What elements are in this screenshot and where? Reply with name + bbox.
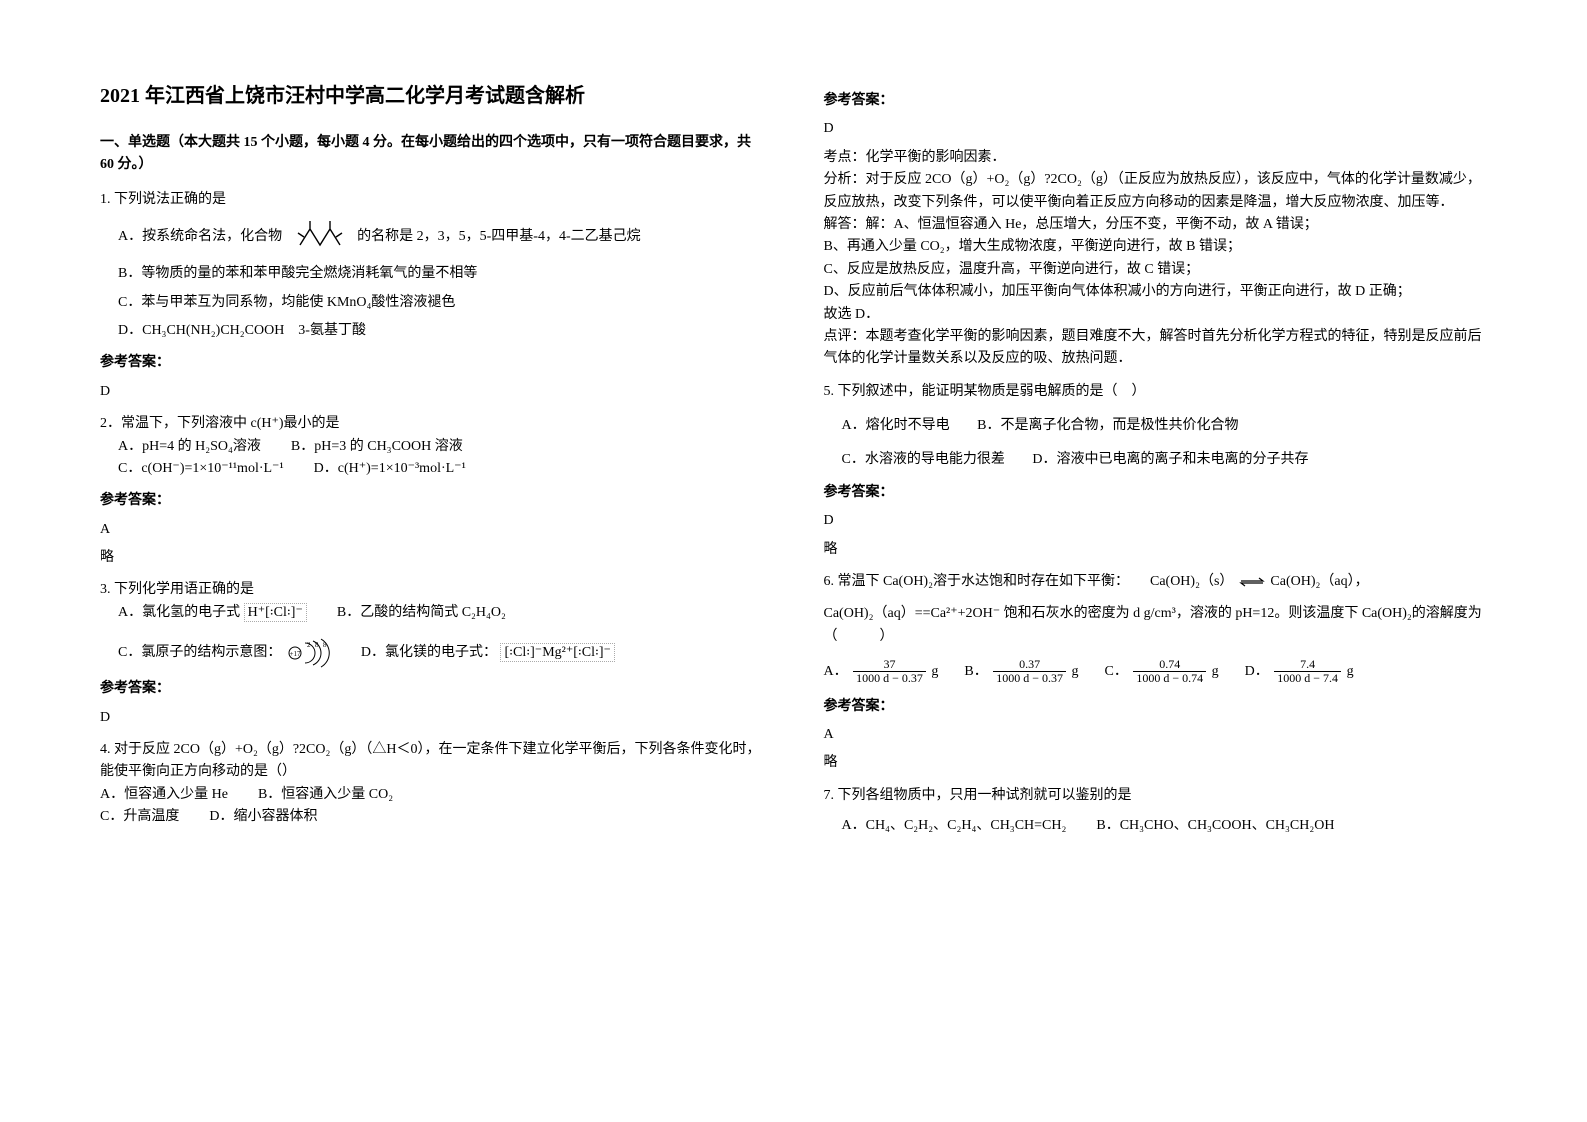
q7-stem: 7. 下列各组物质中，只用一种试剂就可以鉴别的是 [824, 785, 1488, 807]
q1-answer: D [100, 381, 764, 403]
q4-stem: 4. 对于反应 2CO（g）+O₂（g）?2CO₂（g）（△H＜0），在一定条件… [100, 739, 764, 784]
q2-stem: 2．常温下，下列溶液中 c(H⁺)最小的是 [100, 413, 764, 435]
q5-option-a: A．熔化时不导电 [842, 418, 950, 433]
q3-answer: D [100, 707, 764, 729]
equilibrium-arrow-icon [1237, 576, 1267, 588]
answer-label: 参考答案： [100, 490, 764, 512]
question-7: 7. 下列各组物质中，只用一种试剂就可以鉴别的是 A．CH₄、C₂H₂、C₂H₄… [824, 785, 1488, 838]
svg-text:2: 2 [307, 641, 311, 649]
svg-text:8: 8 [323, 641, 327, 649]
q1-option-b: B．等物质的量的苯和苯甲酸完全燃烧消耗氧气的量不相等 [118, 263, 764, 285]
question-3: 3. 下列化学用语正确的是 A．氯化氢的电子式 H⁺[꞉Cl꞉]⁻ B．乙酸的结… [100, 579, 764, 729]
answer-label: 参考答案： [100, 352, 764, 374]
q3-option-a: A．氯化氢的电子式 H⁺[꞉Cl꞉]⁻ [118, 602, 307, 624]
q7-option-b: B．CH₃CHO、CH₃COOH、CH₃CH₂OH [1096, 815, 1334, 837]
q4-solve-c: C、反应是放热反应，温度升高，平衡逆向进行，故 C 错误； [824, 259, 1488, 281]
q6-line2: Ca(OH)₂（aq）==Ca²⁺+2OH⁻ 饱和石灰水的密度为 d g/cm³… [824, 603, 1488, 648]
q6-options: A． 371000 d − 0.37 g B． 0.371000 d − 0.3… [824, 658, 1488, 685]
left-column: 2021 年江西省上饶市汪村中学高二化学月考试题含解析 一、单选题（本大题共 1… [100, 80, 764, 848]
q2-option-c: C．c(OH⁻)=1×10⁻¹¹mol·L⁻¹ [118, 458, 284, 480]
page-title: 2021 年江西省上饶市汪村中学高二化学月考试题含解析 [100, 80, 764, 112]
q4-solve-a: 解答：解：A、恒温恒容通入 He，总压增大，分压不变，平衡不动，故 A 错误； [824, 214, 1488, 236]
q4-option-c: C．升高温度 [100, 806, 179, 828]
q5-answer: D [824, 510, 1488, 532]
q6-answer: A [824, 724, 1488, 746]
q4-comment: 点评：本题考查化学平衡的影响因素，题目难度不大，解答时首先分析化学方程式的特征，… [824, 326, 1488, 371]
q2-option-a: A．pH=4 的 H₂SO₄溶液 [118, 436, 261, 458]
q3-option-c: C．氯原子的结构示意图： +17 2 8 8 [118, 638, 331, 668]
q1-stem: 1. 下列说法正确的是 [100, 189, 764, 211]
q5-option-b: B．不是离子化合物，而是极性共价化合物 [977, 418, 1238, 433]
answer-label: 参考答案： [824, 90, 1488, 112]
structure-sketch-icon [290, 217, 350, 257]
question-6: 6. 常温下 Ca(OH)₂溶于水达饱和时存在如下平衡： Ca(OH)₂（s） … [824, 571, 1488, 775]
q6-option-d: D． 7.41000 d − 7.4 g [1245, 658, 1354, 685]
q6-extra: 略 [824, 752, 1488, 774]
q1-option-a: A．按系统命名法，化合物 的名称是 2，3，5，5-四甲基-4，4-二乙基己烷 [118, 217, 764, 257]
q4-option-d: D．缩小容器体积 [209, 806, 317, 828]
q3-option-b: B．乙酸的结构简式 C₂H₄O₂ [337, 602, 506, 624]
q4-option-a: A．恒容通入少量 He [100, 784, 228, 806]
q4-analysis: 分析：对于反应 2CO（g）+O₂（g）?2CO₂（g）（正反应为放热反应），该… [824, 169, 1488, 214]
q5-option-d: D．溶液中已电离的离子和未电离的分子共存 [1032, 452, 1308, 467]
q4-answer: D [824, 118, 1488, 140]
electron-formula: H⁺[꞉Cl꞉]⁻ [244, 603, 307, 622]
q6-option-c: C． 0.741000 d − 0.74 g [1105, 658, 1219, 685]
q4-solve-b: B、再通入少量 CO₂，增大生成物浓度，平衡逆向进行，故 B 错误； [824, 236, 1488, 258]
q4-option-b: B．恒容通入少量 CO₂ [258, 784, 393, 806]
q5-stem: 5. 下列叙述中，能证明某物质是弱电解质的是（ ） [824, 381, 1488, 403]
q3-option-d: D．氯化镁的电子式： [꞉Cl꞉]⁻Mg²⁺[꞉Cl꞉]⁻ [361, 642, 615, 664]
q2-extra: 略 [100, 547, 764, 569]
right-column: 参考答案： D 考点：化学平衡的影响因素． 分析：对于反应 2CO（g）+O₂（… [824, 80, 1488, 848]
electron-formula: [꞉Cl꞉]⁻Mg²⁺[꞉Cl꞉]⁻ [500, 643, 614, 662]
q4-pick: 故选 D． [824, 304, 1488, 326]
q5-extra: 略 [824, 539, 1488, 561]
question-1: 1. 下列说法正确的是 A．按系统命名法，化合物 的名称是 2，3，5，5-四甲… [100, 189, 764, 403]
q6-option-a: A． 371000 d − 0.37 g [824, 658, 939, 685]
q3-stem: 3. 下列化学用语正确的是 [100, 579, 764, 601]
question-5: 5. 下列叙述中，能证明某物质是弱电解质的是（ ） A．熔化时不导电 B．不是离… [824, 381, 1488, 561]
answer-label: 参考答案： [824, 696, 1488, 718]
q2-option-b: B．pH=3 的 CH₃COOH 溶液 [291, 436, 463, 458]
q4-point: 考点：化学平衡的影响因素． [824, 147, 1488, 169]
exam-page: 2021 年江西省上饶市汪村中学高二化学月考试题含解析 一、单选题（本大题共 1… [100, 80, 1487, 848]
q6-stem: 6. 常温下 Ca(OH)₂溶于水达饱和时存在如下平衡： Ca(OH)₂（s） … [824, 571, 1488, 593]
q4-solve-d: D、反应前后气体体积减小，加压平衡向气体体积减小的方向进行，平衡正向进行，故 D… [824, 281, 1488, 303]
q6-option-b: B． 0.371000 d − 0.37 g [964, 658, 1078, 685]
q2-option-d: D．c(H⁺)=1×10⁻³mol·L⁻¹ [314, 458, 466, 480]
q1-option-c: C．苯与甲苯互为同系物，均能使 KMnO₄酸性溶液褪色 [118, 292, 764, 314]
q1-option-d: D．CH₃CH(NH₂)CH₂COOH 3-氨基丁酸 [118, 320, 764, 342]
section-heading: 一、单选题（本大题共 15 个小题，每小题 4 分。在每小题给出的四个选项中，只… [100, 132, 764, 177]
q2-answer: A [100, 519, 764, 541]
answer-label: 参考答案： [100, 678, 764, 700]
atom-structure-icon: +17 2 8 8 [285, 638, 331, 668]
svg-text:+17: +17 [289, 650, 300, 658]
q5-option-c: C．水溶液的导电能力很差 [842, 452, 1005, 467]
question-2: 2．常温下，下列溶液中 c(H⁺)最小的是 A．pH=4 的 H₂SO₄溶液 B… [100, 413, 764, 569]
answer-label: 参考答案： [824, 482, 1488, 504]
q7-option-a: A．CH₄、C₂H₂、C₂H₄、CH₃CH=CH₂ [842, 815, 1067, 837]
question-4: 4. 对于反应 2CO（g）+O₂（g）?2CO₂（g）（△H＜0），在一定条件… [100, 739, 764, 829]
svg-text:8: 8 [315, 641, 319, 649]
